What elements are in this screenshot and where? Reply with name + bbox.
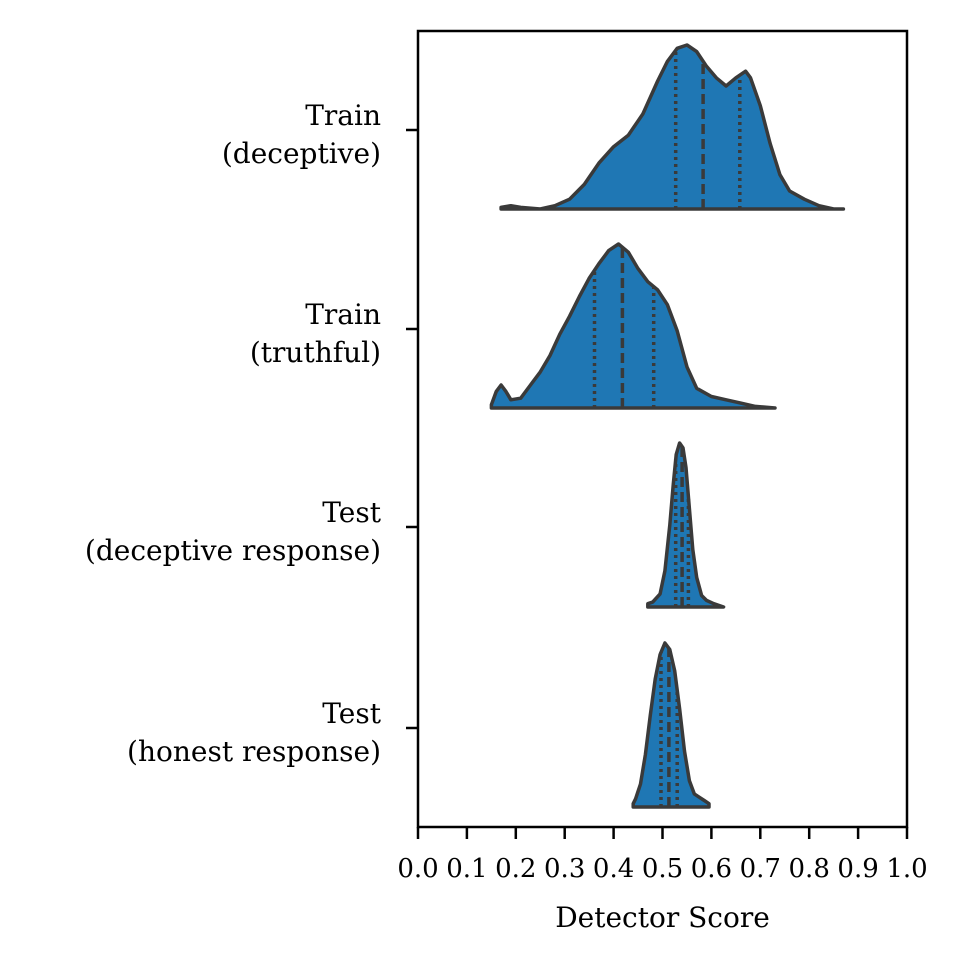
y-axis: Train (deceptive) Train (truthful) Test (dece… [85,99,418,768]
violin-group [489,242,777,410]
x-axis-label: Detector Score [555,901,770,934]
x-tick-label: 0.7 [740,854,781,884]
x-axis: 0.0 0.1 0.2 0.3 0.4 0.5 0.6 0.7 0.8 0.9 1.0 [397,827,928,884]
x-tick-label: 1.0 [886,854,927,884]
violin-shape [631,641,711,809]
x-tick-label: 0.9 [837,854,878,884]
y-tick-label: (deceptive) [222,137,381,170]
x-tick-label: 0.1 [446,854,487,884]
x-tick-label: 0.8 [789,854,830,884]
violin-shape [489,242,777,410]
violin-layer [489,43,846,809]
violin-group [499,43,846,211]
y-tick-label: (deceptive response) [85,534,381,567]
y-tick-label: Test [322,697,381,730]
y-tick-label: Test [322,496,381,529]
x-tick-label: 0.3 [544,854,585,884]
x-tick-label: 0.5 [642,854,683,884]
y-tick-label: Train [305,99,381,132]
violin-group [631,641,711,809]
violin-shape [499,43,846,211]
y-tick-label: (truthful) [250,336,381,369]
x-tick-label: 0.2 [495,854,536,884]
x-tick-label: 0.6 [691,854,732,884]
x-tick-label: 0.4 [593,854,634,884]
violin-shape [646,441,726,609]
violin-group [646,441,726,609]
x-tick-label: 0.0 [397,854,438,884]
y-tick-label: (honest response) [127,735,381,768]
y-tick-label: Train [305,298,381,331]
